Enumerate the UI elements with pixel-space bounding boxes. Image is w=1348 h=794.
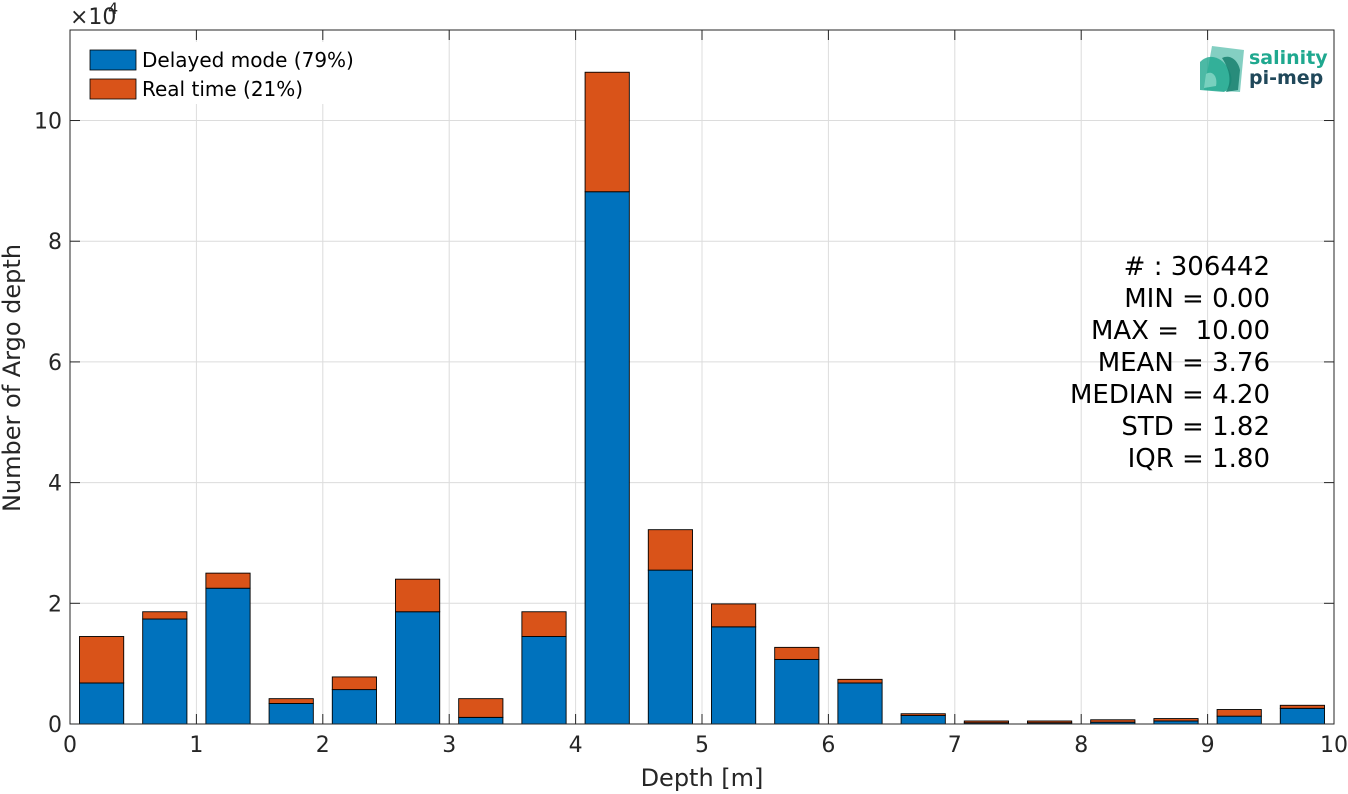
y-tick-label: 6: [48, 351, 62, 376]
x-tick-label: 4: [569, 733, 583, 758]
x-tick-label: 8: [1074, 733, 1088, 758]
bar-delayed-mode: [584, 191, 630, 725]
x-tick-label: 10: [1320, 733, 1348, 758]
bar-real-time: [1090, 719, 1136, 723]
y-tick-label: 8: [48, 230, 62, 255]
bar-delayed-mode: [1279, 707, 1325, 725]
bar-delayed-mode: [79, 682, 125, 725]
stat-count: # : 306442: [1124, 252, 1270, 282]
logo-mark-icon: [1200, 46, 1244, 92]
bar-delayed-mode: [837, 682, 883, 725]
bar-real-time: [1027, 720, 1073, 724]
bar-real-time: [584, 71, 630, 193]
bar-delayed-mode: [458, 716, 504, 725]
bar-delayed-mode: [142, 618, 188, 725]
bar-real-time: [79, 636, 125, 684]
bar-delayed-mode: [395, 611, 441, 725]
salinity-pimep-logo: salinity pi-mep: [1200, 46, 1328, 92]
logo-line2: pi-mep: [1249, 67, 1323, 89]
bar-real-time: [458, 698, 504, 718]
logo-line1: salinity: [1249, 47, 1328, 69]
y-tick-label: 0: [48, 713, 62, 738]
x-tick-label: 6: [821, 733, 835, 758]
bar-real-time: [1216, 709, 1262, 717]
x-axis-ticks: 0 1 2 3 4 5 6 7 8 9 10: [63, 30, 1348, 758]
stats-block: # : 306442 MIN = 0.00 MAX = 10.00 MEAN =…: [1070, 252, 1270, 474]
x-tick-label: 2: [316, 733, 330, 758]
bar-delayed-mode: [1216, 715, 1262, 725]
bar-delayed-mode: [205, 587, 251, 725]
y-exponent-label: ×10: [70, 5, 116, 30]
stat-mean: MEAN = 3.76: [1098, 348, 1270, 378]
legend-label-realtime: Real time (21%): [142, 77, 303, 101]
bar-delayed-mode: [774, 658, 820, 725]
bar-real-time: [205, 572, 251, 589]
legend: Delayed mode (79%) Real time (21%): [82, 42, 374, 104]
x-tick-label: 7: [948, 733, 962, 758]
x-tick-label: 0: [63, 733, 77, 758]
legend-swatch-realtime: [89, 78, 137, 100]
y-tick-label: 2: [48, 592, 62, 617]
y-axis-ticks: 0 2 4 6 8 10: [34, 110, 1334, 738]
bar-delayed-mode: [900, 715, 946, 725]
bar-delayed-mode: [521, 636, 567, 725]
bars: [79, 71, 1325, 725]
bar-real-time: [142, 611, 188, 620]
bar-real-time: [1279, 704, 1325, 709]
bar-real-time: [521, 611, 567, 637]
stat-max: MAX = 10.00: [1091, 316, 1270, 346]
bar-delayed-mode: [647, 569, 693, 725]
bar-delayed-mode: [331, 689, 377, 725]
bar-real-time: [268, 698, 314, 704]
bar-delayed-mode: [268, 703, 314, 725]
stat-median: MEDIAN = 4.20: [1070, 380, 1270, 410]
bar-real-time: [1153, 718, 1199, 722]
x-tick-label: 9: [1201, 733, 1215, 758]
legend-swatch-delayed: [89, 49, 137, 71]
bar-real-time: [711, 603, 757, 628]
bar-real-time: [963, 720, 1009, 724]
bar-real-time: [395, 578, 441, 613]
legend-label-delayed: Delayed mode (79%): [142, 48, 354, 72]
x-axis-label: Depth [m]: [641, 764, 764, 792]
bar-real-time: [647, 529, 693, 571]
bar-real-time: [331, 676, 377, 691]
x-tick-label: 5: [695, 733, 709, 758]
x-tick-label: 3: [442, 733, 456, 758]
bar-real-time: [774, 646, 820, 660]
x-tick-label: 1: [189, 733, 203, 758]
y-tick-label: 4: [48, 472, 62, 497]
stat-min: MIN = 0.00: [1124, 284, 1270, 314]
y-tick-label: 10: [34, 110, 62, 135]
stat-std: STD = 1.82: [1121, 412, 1270, 442]
y-axis-label: Number of Argo depth: [0, 244, 26, 512]
bar-real-time: [900, 713, 946, 717]
bar-real-time: [837, 678, 883, 684]
bar-delayed-mode: [711, 626, 757, 725]
y-exponent-power: 4: [108, 0, 118, 18]
stat-iqr: IQR = 1.80: [1128, 444, 1270, 474]
